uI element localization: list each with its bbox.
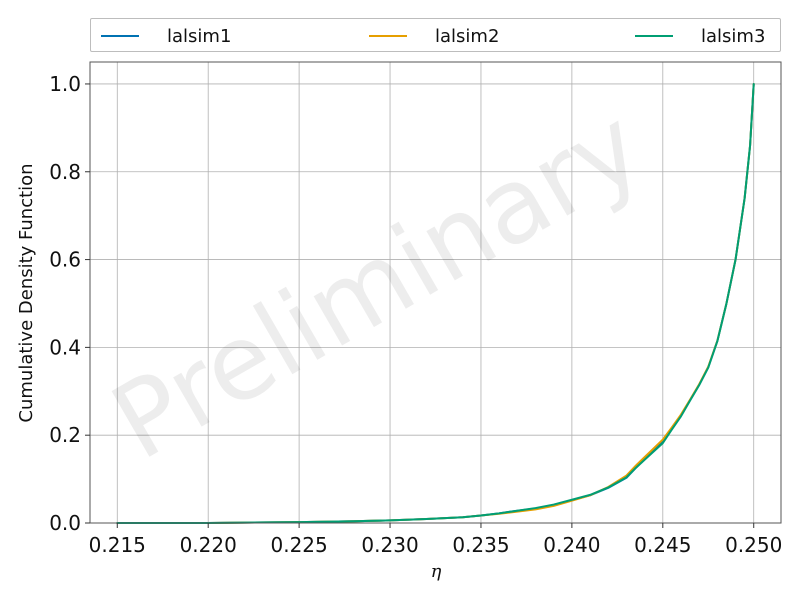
y-tick-label: 0.8 bbox=[49, 160, 81, 184]
y-tick-label: 0.2 bbox=[49, 423, 81, 447]
x-tick-label: 0.230 bbox=[361, 533, 418, 557]
x-tick-label: 0.235 bbox=[452, 533, 509, 557]
series-lines bbox=[116, 82, 755, 524]
legend-label-lalsim1: lalsim1 bbox=[167, 25, 232, 47]
legend: lalsim1 lalsim2 lalsim3 bbox=[90, 18, 781, 52]
y-tick-label: 0.6 bbox=[49, 248, 81, 272]
y-tick-label: 0.0 bbox=[49, 511, 81, 535]
grid bbox=[90, 62, 781, 524]
x-tick-label: 0.220 bbox=[180, 533, 237, 557]
legend-swatch-lalsim1 bbox=[101, 35, 139, 37]
y-axis-label: Cumulative Density Function bbox=[16, 163, 37, 422]
x-tick-label: 0.250 bbox=[725, 533, 782, 557]
x-tick-label: 0.225 bbox=[270, 533, 327, 557]
series-line-lalsim3 bbox=[116, 82, 755, 524]
legend-item-lalsim1: lalsim1 bbox=[101, 19, 231, 53]
ticks: 0.215 0.220 0.225 0.230 0.235 0.240 0.245 0.250… bbox=[49, 72, 782, 557]
legend-item-lalsim3: lalsim3 bbox=[635, 19, 765, 53]
legend-label-lalsim3: lalsim3 bbox=[701, 25, 766, 47]
legend-item-lalsim2: lalsim2 bbox=[369, 19, 499, 53]
watermark-text: Preliminary bbox=[92, 84, 662, 483]
plot-frame bbox=[89, 61, 782, 524]
legend-label-lalsim2: lalsim2 bbox=[435, 25, 500, 47]
legend-swatch-lalsim3 bbox=[635, 35, 673, 37]
x-tick-label: 0.215 bbox=[89, 533, 146, 557]
legend-swatch-lalsim2 bbox=[369, 35, 407, 37]
y-tick-label: 1.0 bbox=[49, 72, 81, 96]
x-axis-label: η bbox=[431, 561, 442, 582]
x-tick-label: 0.240 bbox=[543, 533, 600, 557]
x-tick-label: 0.245 bbox=[634, 533, 691, 557]
y-tick-label: 0.4 bbox=[49, 335, 81, 359]
